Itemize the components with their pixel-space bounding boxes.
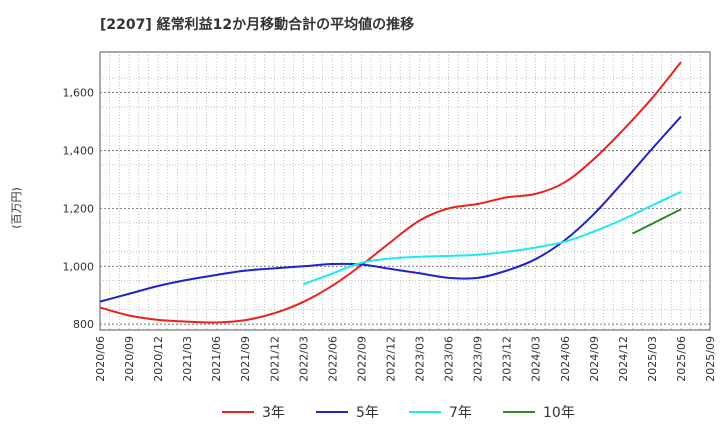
- x-tick-label: 2020/12: [152, 336, 165, 382]
- x-tick-label: 2023/09: [472, 336, 485, 382]
- x-tick-label: 2025/06: [675, 336, 688, 382]
- legend-label: 3年: [262, 405, 285, 421]
- x-tick-label: 2020/06: [94, 336, 107, 382]
- x-tick-label: 2022/12: [384, 336, 397, 382]
- series-line-10年: [632, 208, 682, 235]
- x-tick-label: 2022/03: [297, 336, 310, 382]
- legend-label: 10年: [543, 405, 575, 421]
- y-tick-label: 800: [73, 318, 94, 331]
- y-tick-label: 1,000: [63, 260, 95, 273]
- x-tick-label: 2025/03: [646, 336, 659, 382]
- series-line-5年: [99, 115, 682, 303]
- x-tick-label: 2024/03: [530, 336, 543, 382]
- chart-title: [2207] 経常利益12か月移動合計の平均値の推移: [100, 16, 414, 33]
- x-tick-label: 2024/09: [588, 336, 601, 382]
- x-tick-label: 2023/12: [501, 336, 514, 382]
- x-tick-label: 2024/12: [617, 336, 630, 382]
- legend: 3年 5年 7年 10年: [222, 405, 575, 421]
- x-tick-label: 2024/06: [559, 336, 572, 382]
- legend-label: 5年: [356, 405, 379, 421]
- x-tick-label: 2021/12: [268, 336, 281, 382]
- series-line-7年: [302, 190, 682, 286]
- y-axis-ticks: 800 1,000 1,200 1,400 1,600: [63, 87, 95, 332]
- plot-area: [99, 51, 711, 331]
- plot-background: [99, 51, 711, 331]
- x-tick-label: 2021/09: [239, 336, 252, 382]
- y-tick-label: 1,200: [63, 202, 95, 215]
- x-tick-label: 2023/03: [414, 336, 427, 382]
- x-tick-label: 2022/09: [355, 336, 368, 382]
- x-tick-label: 2021/06: [210, 336, 223, 382]
- series-line-3年: [99, 61, 682, 324]
- y-tick-label: 1,600: [63, 87, 95, 100]
- series-lines: [99, 61, 682, 324]
- y-axis-label: (百万円): [10, 187, 23, 229]
- legend-label: 7年: [449, 405, 472, 421]
- x-tick-label: 2020/09: [123, 336, 136, 382]
- x-tick-label: 2025/09: [704, 336, 717, 382]
- x-tick-label: 2022/06: [326, 336, 339, 382]
- x-tick-label: 2023/06: [443, 336, 456, 382]
- y-tick-label: 1,400: [63, 144, 95, 157]
- x-tick-label: 2021/03: [181, 336, 194, 382]
- x-axis-ticks: 2020/06 2020/09 2020/12 2021/03 2021/06 2021/…: [94, 336, 717, 382]
